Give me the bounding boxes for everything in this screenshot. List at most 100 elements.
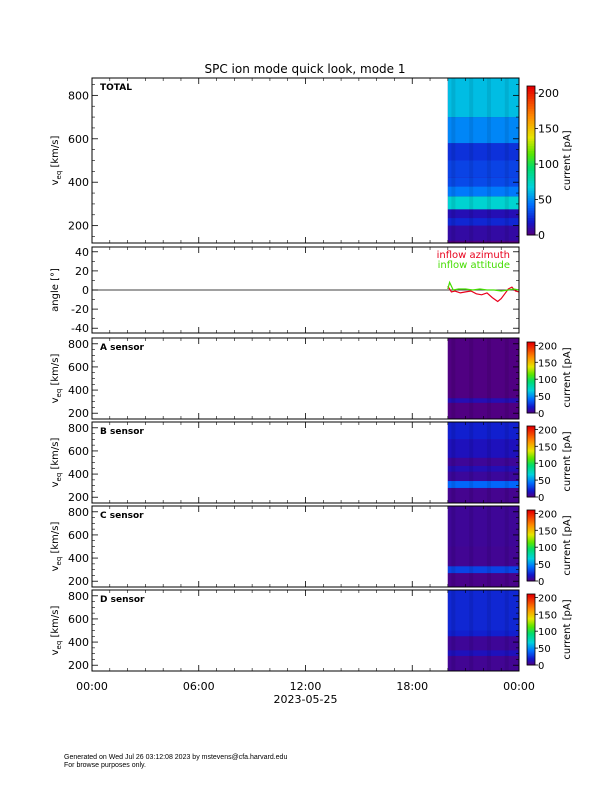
colorbar-cell: [527, 573, 535, 576]
heatmap-cell: [447, 655, 519, 671]
colorbar-cell: [527, 526, 535, 529]
colorbar-cell: [527, 437, 535, 440]
colorbar-tick-label: 100: [538, 627, 557, 638]
colorbar-cell: [527, 429, 535, 432]
y-tick-label: 400: [68, 384, 89, 397]
colorbar-cell: [527, 430, 535, 433]
colorbar-cell: [527, 364, 535, 367]
colorbar-cell: [527, 443, 535, 446]
colorbar-cell: [527, 230, 535, 234]
colorbar-cell: [527, 177, 535, 181]
colorbar-tick-label: 100: [538, 459, 557, 470]
colorbar-cell: [527, 533, 535, 536]
heatmap-stripe: [469, 590, 474, 671]
colorbar-tick-label: 0: [538, 229, 545, 242]
colorbar-cell: [527, 103, 535, 107]
colorbar-cell: [527, 562, 535, 564]
colorbar-cell: [527, 560, 535, 563]
colorbar-cell: [527, 454, 535, 457]
heatmap-stripe: [469, 422, 474, 503]
y-tick-label: 800: [68, 89, 89, 102]
colorbar-tick-label: 150: [538, 358, 557, 369]
colorbar-cell: [527, 527, 535, 530]
colorbar-cell: [527, 344, 535, 347]
colorbar-cell: [527, 365, 535, 368]
colorbar-cell: [527, 474, 535, 477]
colorbar-cell: [527, 369, 535, 371]
colorbar-cell: [527, 363, 535, 365]
heatmap-stripe: [486, 78, 491, 243]
colorbar-cell: [527, 489, 535, 492]
y-tick-label: 200: [68, 659, 89, 672]
heatmap-cell: [447, 186, 519, 197]
colorbar-cell: [527, 448, 535, 451]
colorbar-cell: [527, 615, 535, 617]
colorbar-cell: [527, 110, 535, 114]
colorbar-tick-label: 150: [538, 526, 557, 537]
colorbar-label: current [pA]: [562, 599, 573, 659]
colorbar-cell: [527, 465, 535, 467]
colorbar-cell: [527, 108, 535, 112]
colorbar-cell: [527, 539, 535, 542]
colorbar-cell: [527, 475, 535, 478]
heatmap-cell: [447, 546, 519, 567]
colorbar-cell: [527, 98, 535, 102]
colorbar-cell: [527, 566, 535, 569]
colorbar-cell: [527, 488, 535, 491]
heatmap-cell: [447, 78, 519, 118]
heatmap-stripe: [486, 422, 491, 503]
colorbar-cell: [527, 486, 535, 489]
colorbar-cell: [527, 162, 535, 166]
y-tick-label: 800: [68, 338, 89, 351]
colorbar-cell: [527, 510, 535, 512]
heatmap-cell: [447, 402, 519, 419]
colorbar-cell: [527, 394, 535, 396]
colorbar-cell: [527, 440, 535, 442]
heatmap-stripe: [451, 506, 456, 587]
y-tick-label: -20: [71, 303, 89, 316]
colorbar-cell: [527, 118, 535, 122]
colorbar-tick-label: 50: [538, 560, 551, 571]
heatmap-stripe: [451, 338, 456, 419]
colorbar-cell: [527, 120, 535, 124]
colorbar-tick-label: 50: [538, 476, 551, 487]
colorbar-cell: [527, 599, 535, 602]
heatmap-stripe: [469, 506, 474, 587]
colorbar-cell: [527, 644, 535, 647]
colorbar-cell: [527, 628, 535, 630]
colorbar-cell: [527, 408, 535, 410]
colorbar-cell: [527, 351, 535, 354]
colorbar-cell: [527, 634, 535, 636]
colorbar-cell: [527, 466, 535, 468]
colorbar-cell: [527, 346, 535, 349]
colorbar-cell: [527, 435, 535, 438]
colorbar-cell: [527, 195, 535, 199]
panel-1: -40 -20 0 20 40 angle [°] inflow azimuthinflow…: [50, 246, 520, 335]
y-tick-label: 400: [68, 176, 89, 189]
colorbar-cell: [527, 547, 535, 550]
y-tick-label: 200: [68, 407, 89, 420]
colorbar-cell: [527, 371, 535, 374]
colorbar-cell: [527, 563, 535, 565]
colorbar-cell: [527, 447, 535, 449]
colorbar-cell: [527, 643, 535, 646]
colorbar-cell: [527, 165, 535, 169]
colorbar-cell: [527, 553, 535, 556]
y-tick-label: -40: [71, 322, 89, 335]
colorbar-cell: [527, 398, 535, 401]
colorbar-cell: [527, 368, 535, 370]
colorbar-tick-label: 200: [538, 425, 557, 436]
colorbar-frame: [526, 341, 536, 414]
colorbar-cell: [527, 617, 535, 620]
colorbar-cell: [527, 470, 535, 473]
colorbar-cell: [527, 559, 535, 562]
colorbar-cell: [527, 402, 535, 405]
colorbar-frame: [526, 593, 536, 666]
colorbar-cell: [527, 227, 535, 231]
colorbar-cell: [527, 366, 535, 369]
colorbar-cell: [527, 528, 535, 531]
colorbar-cell: [527, 524, 535, 526]
y-tick-label: 600: [68, 613, 89, 626]
y-tick-label: 0: [82, 284, 89, 297]
